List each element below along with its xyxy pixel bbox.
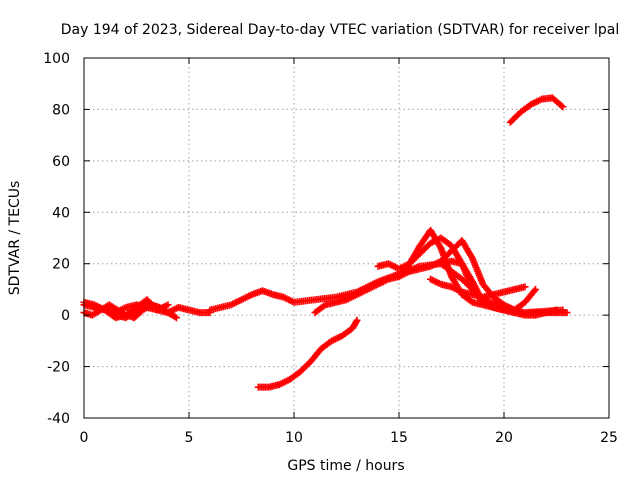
series-track-12 [506,94,567,126]
chart-title: Day 194 of 2023, Sidereal Day-to-day VTE… [61,22,619,38]
data-point [172,314,180,322]
x-tick-label: 25 [600,430,618,446]
data-point [521,283,529,291]
y-tick-label: 100 [43,51,70,67]
data-marks [80,94,571,391]
data-point [563,309,571,317]
x-tick-label: 0 [80,430,89,446]
x-tick-label: 10 [285,430,303,446]
data-point [320,302,328,310]
x-tick-label: 20 [495,430,513,446]
y-tick-label: 60 [52,154,70,170]
series-track-11 [254,316,361,391]
grid [84,58,609,418]
y-tick-label: -20 [47,360,70,376]
data-point [530,287,538,295]
data-point [467,297,475,305]
y-tick-label: 0 [61,308,70,324]
y-tick-label: 40 [52,205,70,221]
x-axis-label: GPS time / hours [287,458,404,474]
data-point [557,102,565,110]
plot-frame [83,57,610,419]
x-tick-label: 5 [185,430,194,446]
series-track-4 [101,296,172,322]
data-point [353,316,361,324]
data-point [164,309,172,317]
axis-ticks: 0 5 10 15 20 25 -40 -20 0 20 40 60 80 100 [43,51,618,446]
series-track-10 [437,257,571,319]
data-point [559,103,567,111]
y-axis-label: SDTVAR / TECUs [7,181,23,296]
data-point [164,301,172,309]
y-tick-label: 20 [52,257,70,273]
data-point [532,285,539,293]
y-tick-label: -40 [47,411,70,427]
y-tick-label: 80 [52,102,70,118]
x-tick-label: 15 [390,430,408,446]
